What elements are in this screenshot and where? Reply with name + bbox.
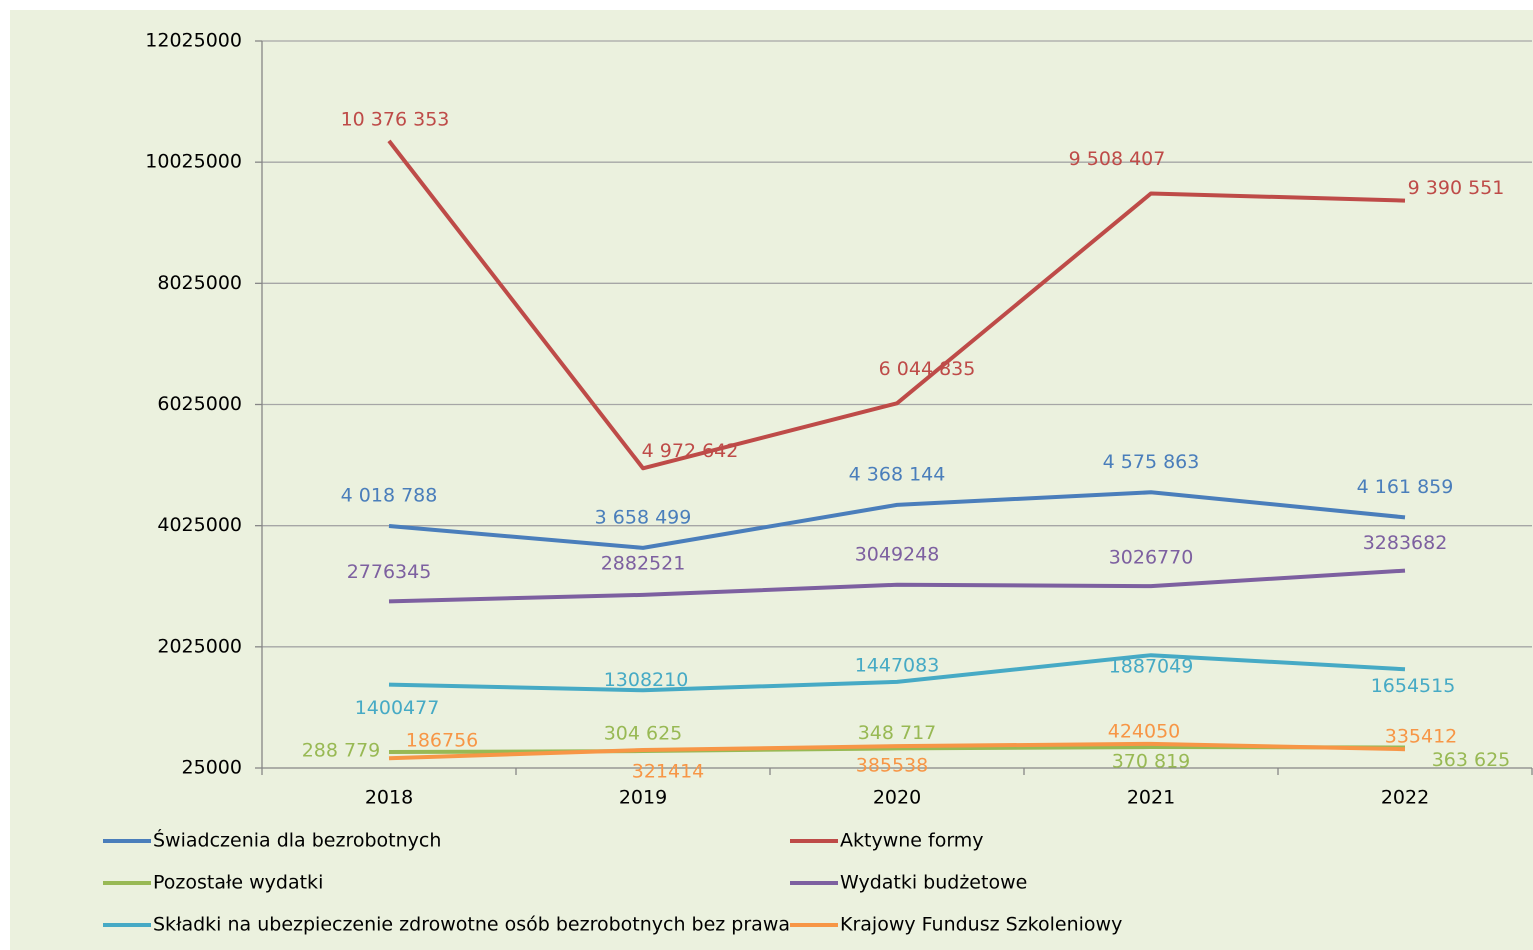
x-tick-label: 2018	[365, 787, 413, 809]
legend-label: Aktywne formy	[840, 830, 984, 852]
x-tick-label: 2022	[1381, 787, 1429, 809]
data-label: 186756	[406, 730, 479, 752]
data-label: 2882521	[601, 552, 686, 574]
data-label: 4 972 642	[642, 440, 739, 462]
data-label: 3 658 499	[595, 506, 692, 528]
legend-label: Krajowy Fundusz Szkoleniowy	[840, 914, 1122, 936]
series-line	[388, 653, 1406, 693]
x-tick-label: 2021	[1127, 787, 1175, 809]
data-label: 4 368 144	[849, 463, 946, 485]
data-label: 321414	[632, 761, 705, 783]
legend-label: Składki na ubezpieczenie zdrowotne osób …	[153, 914, 790, 936]
y-tick-label: 6025000	[157, 393, 242, 415]
y-tick-label: 2025000	[157, 635, 242, 657]
data-label: 4 018 788	[341, 485, 438, 507]
data-label: 3283682	[1363, 532, 1448, 554]
data-label: 335412	[1385, 726, 1458, 748]
data-label: 6 044 835	[879, 358, 976, 380]
y-tick-label: 12025000	[145, 30, 242, 52]
data-label: 3049248	[855, 543, 940, 565]
x-tick-label: 2020	[873, 787, 921, 809]
data-label: 2776345	[347, 561, 432, 583]
series-line	[388, 490, 1406, 550]
data-label: 385538	[856, 755, 929, 777]
data-label: 10 376 353	[341, 108, 450, 130]
data-label: 304 625	[604, 723, 683, 745]
x-tick-label: 2019	[619, 787, 667, 809]
data-label: 348 717	[858, 722, 937, 744]
data-label: 370 819	[1112, 751, 1191, 773]
data-label: 1308210	[604, 669, 689, 691]
legend-label: Świadczenia dla bezrobotnych	[153, 828, 441, 852]
data-label: 4 161 859	[1357, 476, 1454, 498]
data-label: 1654515	[1371, 675, 1456, 697]
data-label: 1447083	[855, 654, 940, 676]
data-label: 363 625	[1432, 749, 1511, 771]
chart-background	[10, 10, 1533, 950]
data-label: 9 390 551	[1408, 177, 1505, 199]
data-label: 424050	[1108, 720, 1181, 742]
series-line	[388, 741, 1406, 761]
y-tick-label: 25000	[182, 757, 242, 779]
data-label: 1400477	[355, 697, 440, 719]
y-tick-label: 4025000	[157, 514, 242, 536]
data-label: 288 779	[302, 740, 381, 762]
legend-label: Wydatki budżetowe	[840, 872, 1027, 894]
y-tick-label: 8025000	[157, 272, 242, 294]
series-line	[387, 139, 1406, 471]
data-label: 1887049	[1109, 656, 1194, 678]
legend-label: Pozostałe wydatki	[153, 872, 323, 894]
series-line	[388, 568, 1406, 604]
y-tick-label: 10025000	[145, 151, 242, 173]
data-label: 4 575 863	[1103, 451, 1200, 473]
data-label: 3026770	[1109, 547, 1194, 569]
data-label: 9 508 407	[1069, 148, 1166, 170]
